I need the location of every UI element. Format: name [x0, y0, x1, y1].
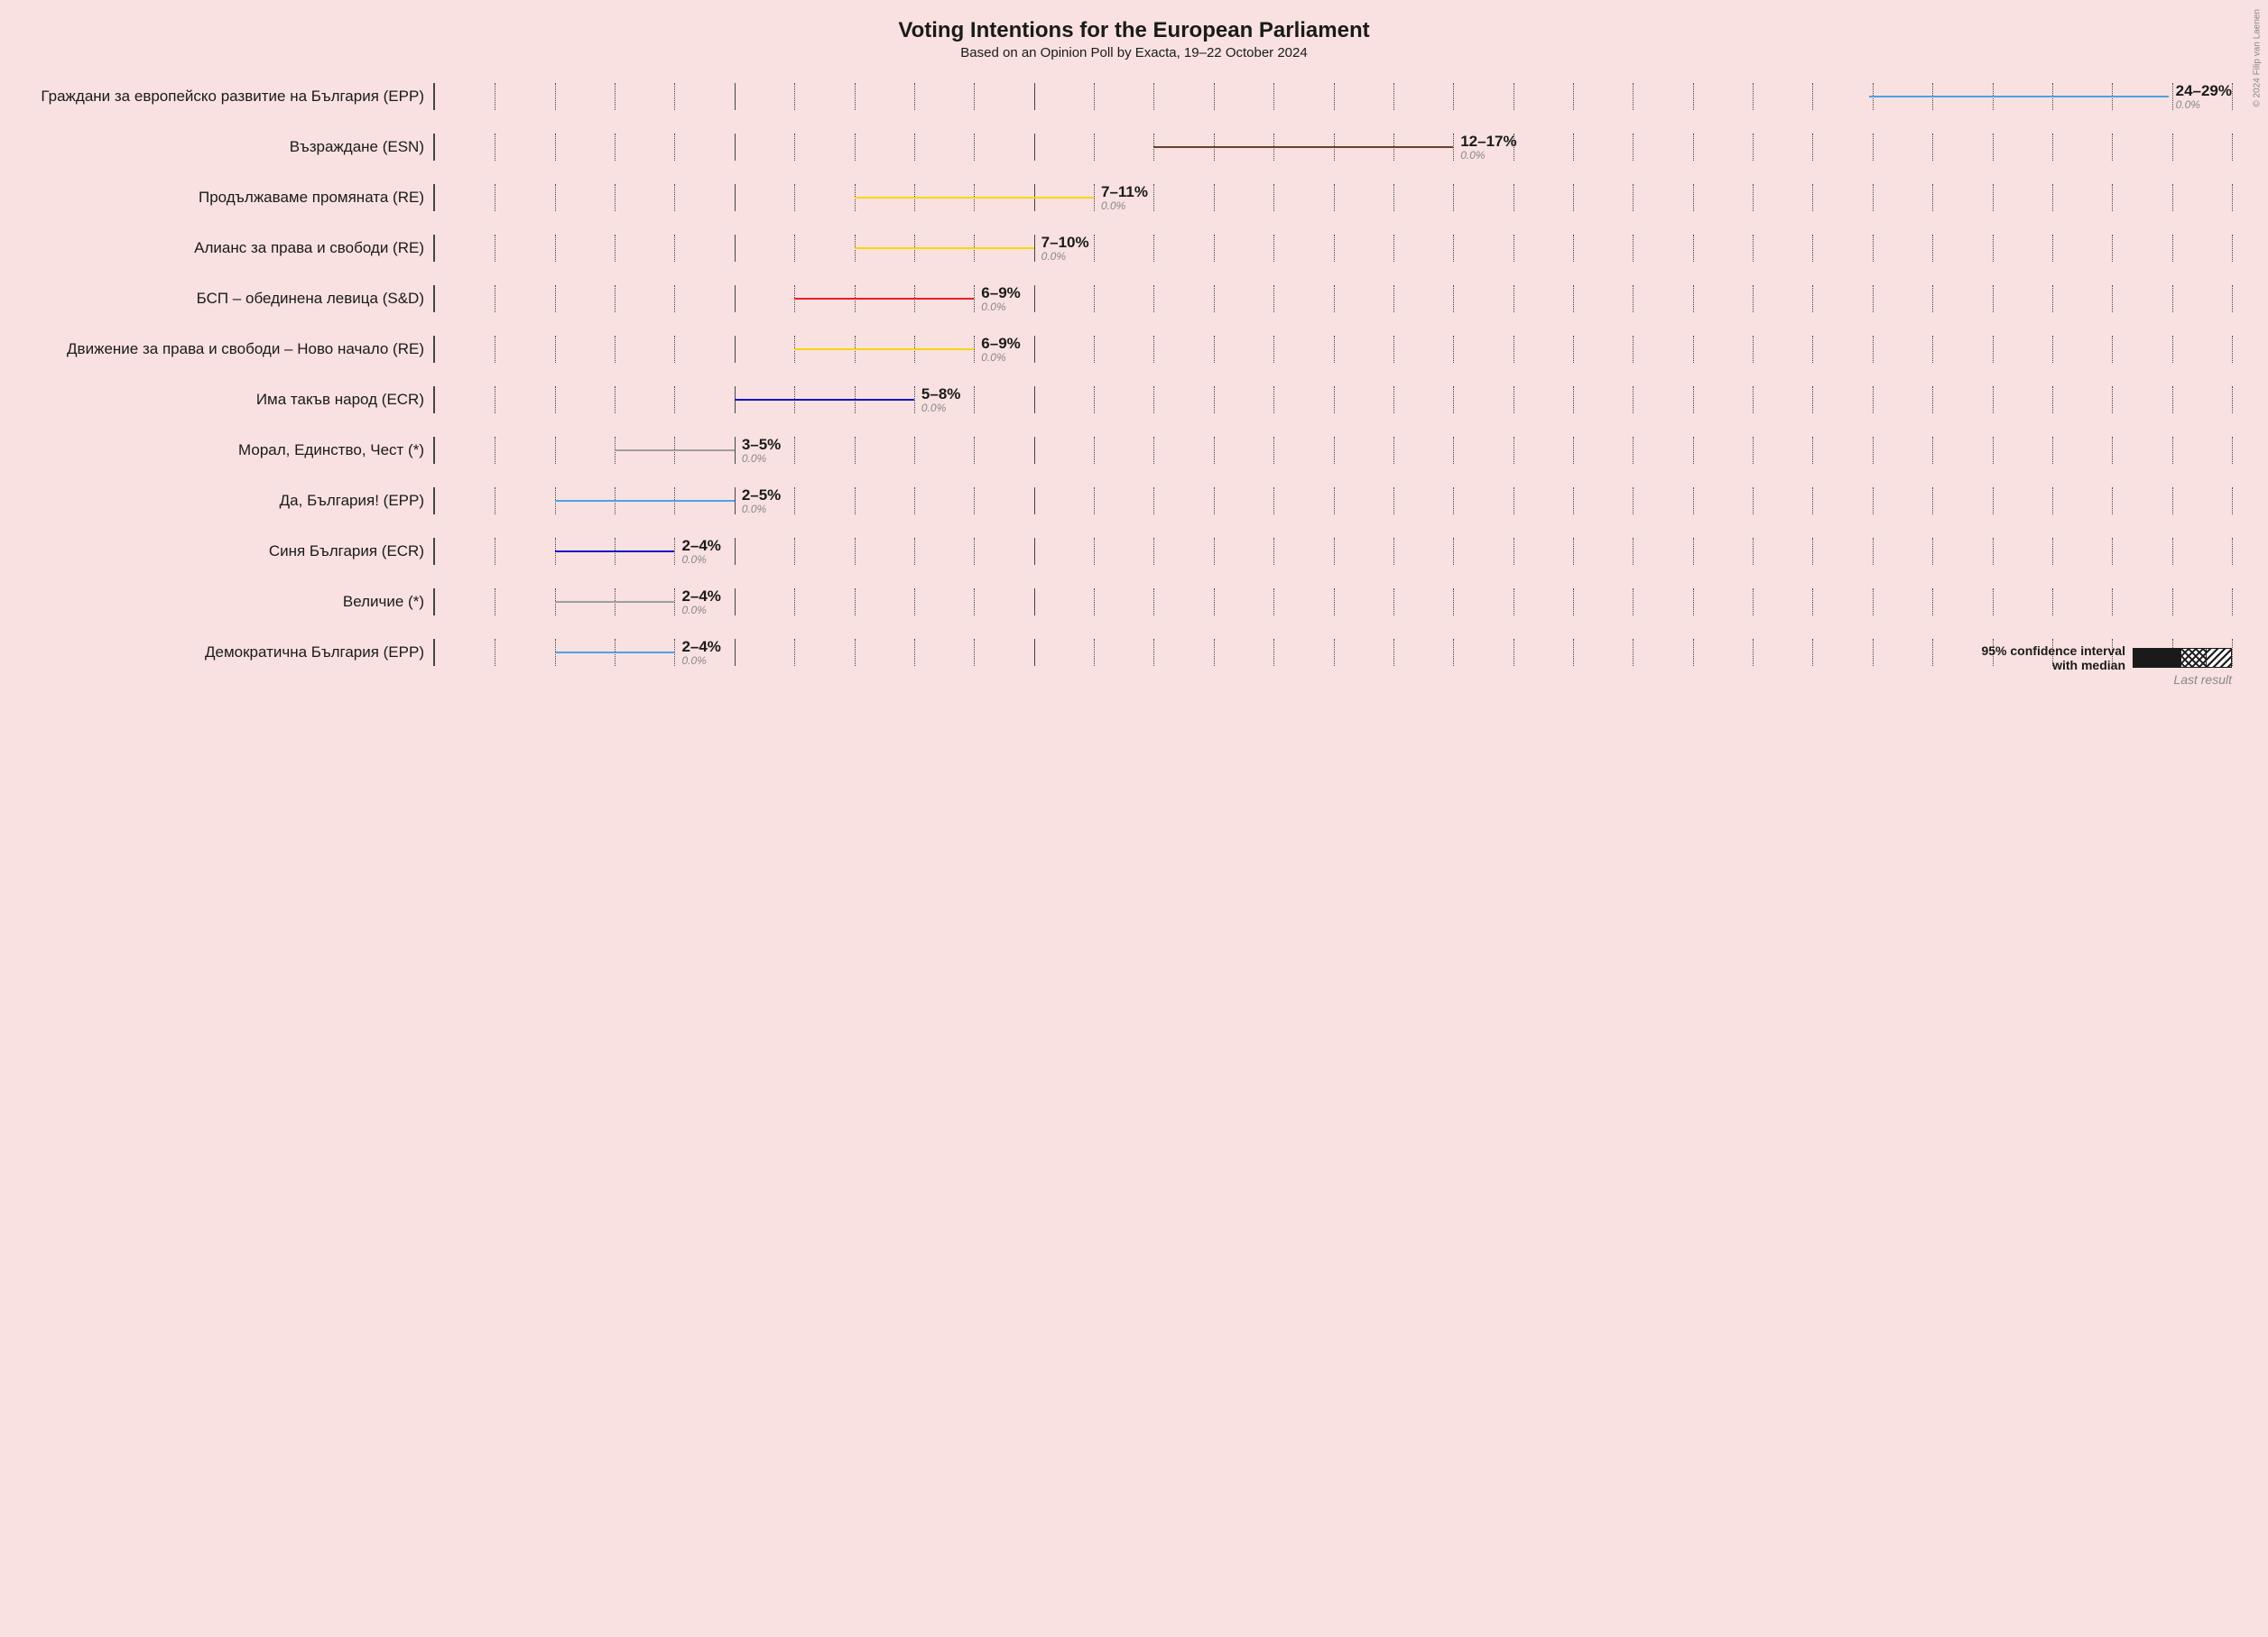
bar-ci-upper — [615, 652, 674, 653]
bar-ci-upper — [974, 197, 1094, 199]
chart-row: Алианс за права и свободи (RE) 7–10%0.0% — [36, 223, 2232, 273]
legend-last-result: Last result — [1981, 672, 2232, 687]
chart-row: БСП – обединена левица (S&D) 6–9%0.0% — [36, 273, 2232, 324]
chart-title: Voting Intentions for the European Parli… — [36, 18, 2232, 43]
value-label: 2–5%0.0% — [735, 487, 781, 514]
bar-ci-upper — [824, 399, 914, 401]
party-label: БСП – обединена левица (S&D) — [36, 290, 433, 308]
bar-ci-upper — [644, 500, 735, 502]
value-label: 2–4%0.0% — [674, 588, 720, 615]
bar-cell: 3–5%0.0% — [433, 437, 2232, 464]
value-label: 3–5%0.0% — [735, 437, 781, 464]
chart-row: Има такъв народ (ECR) 5–8%0.0% — [36, 375, 2232, 425]
chart-row: Величие (*) 2–4%0.0% — [36, 577, 2232, 627]
bar-ci-lower — [615, 449, 674, 451]
bar-cell: 2–4%0.0% — [433, 588, 2232, 615]
bar-cell: 7–10%0.0% — [433, 235, 2232, 262]
bar-cell: 2–5%0.0% — [433, 487, 2232, 514]
chart-row: Граждани за европейско развитие на Бълга… — [36, 71, 2232, 122]
bar-chart: Граждани за европейско развитие на Бълга… — [36, 71, 2232, 678]
bar-ci-upper — [615, 550, 674, 552]
bar-cell: 2–4%0.0% — [433, 639, 2232, 666]
copyright-text: © 2024 Filip van Laenen — [2253, 9, 2263, 107]
bar-cell: 7–11%0.0% — [433, 184, 2232, 211]
legend: 95% confidence interval with median Last… — [1981, 643, 2232, 687]
bar-ci-lower — [1869, 96, 2019, 97]
value-label: 5–8%0.0% — [914, 386, 960, 413]
value-label: 12–17%0.0% — [1453, 134, 1516, 161]
party-label: Синя България (ECR) — [36, 542, 433, 560]
value-label: 7–10%0.0% — [1034, 235, 1089, 262]
party-label: Алианс за права и свободи (RE) — [36, 239, 433, 257]
bar-cell: 5–8%0.0% — [433, 386, 2232, 413]
value-label: 6–9%0.0% — [974, 285, 1020, 312]
chart-row: Демократична България (EPP) 2–4%0.0% — [36, 627, 2232, 678]
bar-ci-upper — [615, 601, 674, 603]
legend-ci-line1: 95% confidence interval — [1981, 643, 2125, 658]
legend-ci-line2: with median — [1981, 658, 2125, 672]
legend-sample-swatch — [2133, 648, 2232, 668]
party-label: Да, България! (EPP) — [36, 492, 433, 510]
party-label: Граждани за европейско развитие на Бълга… — [36, 88, 433, 106]
value-label: 6–9%0.0% — [974, 336, 1020, 363]
bar-cell: 24–29%0.0% — [433, 83, 2232, 110]
party-label: Демократична България (EPP) — [36, 643, 433, 661]
bar-ci-upper — [1303, 146, 1453, 148]
chart-row: Възраждане (ESN) 12–17%0.0% — [36, 122, 2232, 172]
value-label: 2–4%0.0% — [674, 538, 720, 565]
bar-ci-lower — [855, 197, 975, 199]
bar-ci-lower — [794, 348, 884, 350]
bar-ci-upper — [884, 298, 975, 300]
party-label: Има такъв народ (ECR) — [36, 391, 433, 409]
bar-ci-lower — [735, 399, 825, 401]
party-label: Величие (*) — [36, 593, 433, 611]
party-label: Морал, Единство, Чест (*) — [36, 441, 433, 459]
party-label: Възраждане (ESN) — [36, 138, 433, 156]
bar-ci-lower — [555, 550, 615, 552]
chart-row: Синя България (ECR) 2–4%0.0% — [36, 526, 2232, 577]
bar-ci-lower — [1153, 146, 1303, 148]
bar-ci-upper — [674, 449, 734, 451]
value-label: 24–29%0.0% — [2169, 83, 2232, 110]
chart-row: Да, България! (EPP) 2–5%0.0% — [36, 476, 2232, 526]
bar-ci-upper — [2019, 96, 2169, 97]
chart-subtitle: Based on an Opinion Poll by Exacta, 19–2… — [36, 45, 2232, 60]
chart-row: Движение за права и свободи – Ново начал… — [36, 324, 2232, 375]
value-label: 2–4%0.0% — [674, 639, 720, 666]
bar-cell: 6–9%0.0% — [433, 336, 2232, 363]
bar-ci-upper — [884, 348, 975, 350]
bar-cell: 12–17%0.0% — [433, 134, 2232, 161]
bar-ci-lower — [794, 298, 884, 300]
party-label: Продължаваме промяната (RE) — [36, 189, 433, 207]
bar-cell: 6–9%0.0% — [433, 285, 2232, 312]
party-label: Движение за права и свободи – Ново начал… — [36, 340, 433, 358]
bar-cell: 2–4%0.0% — [433, 538, 2232, 565]
chart-row: Продължаваме промяната (RE) 7–11%0.0% — [36, 172, 2232, 223]
value-label: 7–11%0.0% — [1094, 184, 1148, 211]
bar-ci-upper — [944, 247, 1034, 249]
chart-row: Морал, Единство, Чест (*) 3–5%0.0% — [36, 425, 2232, 476]
bar-ci-lower — [555, 500, 645, 502]
bar-ci-lower — [555, 652, 615, 653]
bar-ci-lower — [555, 601, 615, 603]
bar-ci-lower — [855, 247, 945, 249]
